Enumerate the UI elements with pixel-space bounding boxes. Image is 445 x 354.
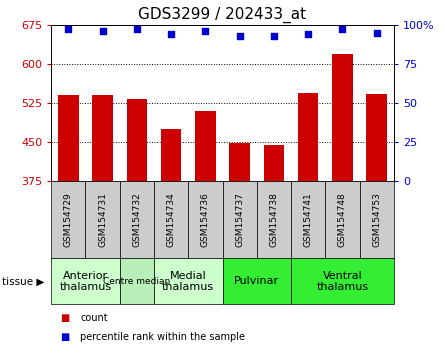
Text: Anterior
thalamus: Anterior thalamus [59,270,112,292]
Text: GSM154731: GSM154731 [98,192,107,247]
Bar [325,181,360,258]
Bar [120,258,154,304]
Text: ■: ■ [60,332,69,342]
Point [271,33,278,39]
Bar [195,112,216,181]
Text: GSM154753: GSM154753 [372,192,381,247]
Bar [85,181,120,258]
Text: percentile rank within the sample: percentile rank within the sample [80,332,245,342]
Bar [92,95,113,181]
Bar [161,129,182,181]
Text: GSM154737: GSM154737 [235,192,244,247]
Bar [257,181,291,258]
Bar [126,98,147,181]
Bar [222,258,291,304]
Bar [58,95,79,181]
Point [65,27,72,32]
Text: GSM154732: GSM154732 [132,192,142,247]
Point [305,31,312,37]
Bar [366,94,387,181]
Title: GDS3299 / 202433_at: GDS3299 / 202433_at [138,7,307,23]
Text: Medial
thalamus: Medial thalamus [162,270,214,292]
Bar [229,143,250,181]
Text: GSM154741: GSM154741 [303,192,313,247]
Bar [222,181,257,258]
Text: GSM154734: GSM154734 [166,192,176,247]
Point [99,28,106,34]
Text: Pulvinar: Pulvinar [234,276,279,286]
Text: Centre median: Centre median [103,277,170,286]
Point [202,28,209,34]
Text: Ventral
thalamus: Ventral thalamus [316,270,368,292]
Bar [291,181,325,258]
Point [168,31,175,37]
Bar [120,181,154,258]
Point [373,30,380,35]
Point [339,27,346,32]
Text: GSM154748: GSM154748 [338,192,347,247]
Bar [188,181,222,258]
Bar [291,258,394,304]
Text: tissue ▶: tissue ▶ [2,276,44,286]
Text: GSM154729: GSM154729 [64,192,73,247]
Point [236,33,243,39]
Text: GSM154736: GSM154736 [201,192,210,247]
Bar [51,181,85,258]
Bar [154,181,188,258]
Bar [51,258,120,304]
Bar [154,258,222,304]
Bar [360,181,394,258]
Text: GSM154738: GSM154738 [269,192,279,247]
Text: count: count [80,313,108,323]
Bar [332,55,353,181]
Bar [263,145,284,181]
Text: ■: ■ [60,313,69,323]
Bar [298,93,319,181]
Point [134,27,141,32]
